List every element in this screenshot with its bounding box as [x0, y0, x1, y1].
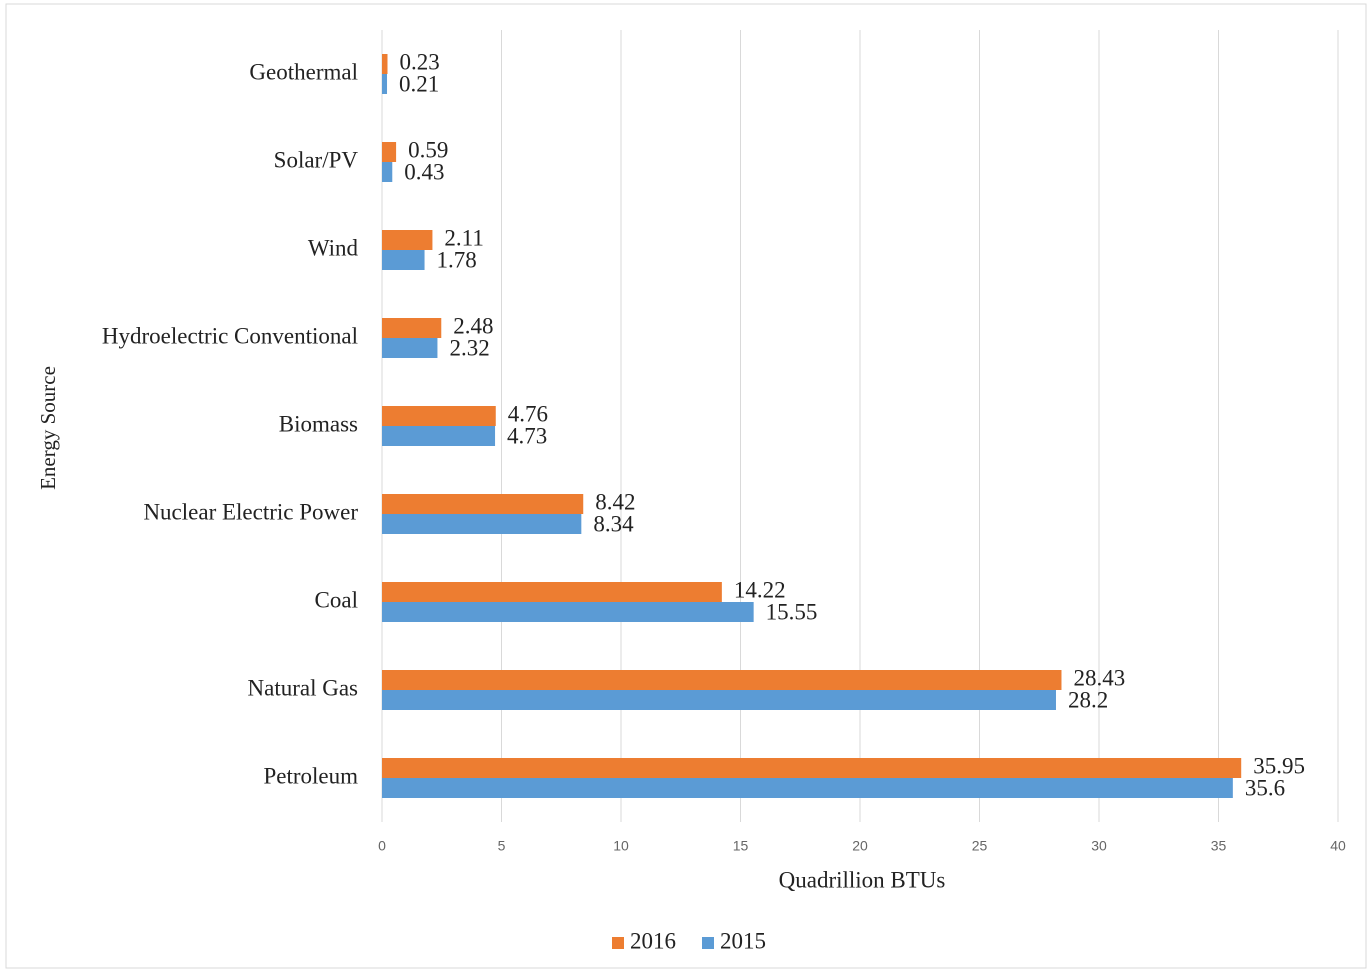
bar — [382, 74, 388, 94]
y-tick-label: Biomass — [279, 411, 358, 436]
x-tick-label: 20 — [852, 838, 868, 854]
x-tick-label: 5 — [498, 838, 506, 854]
y-tick-label: Wind — [308, 235, 359, 260]
y-tick-label: Natural Gas — [248, 675, 359, 700]
value-label: 2.11 — [444, 225, 483, 250]
value-label: 14.22 — [734, 577, 786, 602]
bar — [382, 142, 397, 162]
value-label: 35.6 — [1245, 775, 1285, 800]
x-tick-label: 25 — [972, 838, 988, 854]
y-tick-label: Coal — [315, 587, 358, 612]
x-tick-label: 0 — [378, 838, 386, 854]
bar — [382, 494, 584, 514]
value-label: 4.73 — [507, 423, 547, 448]
bar — [382, 406, 496, 426]
value-label: 0.21 — [399, 71, 439, 96]
x-axis-title: Quadrillion BTUs — [779, 867, 946, 892]
bar — [382, 426, 496, 446]
value-label: 35.95 — [1253, 753, 1305, 778]
bar — [382, 670, 1062, 690]
value-label: 0.43 — [404, 159, 444, 184]
bar — [382, 758, 1242, 778]
value-label: 28.2 — [1068, 687, 1108, 712]
bar — [382, 318, 442, 338]
y-tick-label: Nuclear Electric Power — [143, 499, 358, 524]
x-tick-label: 40 — [1330, 838, 1346, 854]
bar — [382, 582, 722, 602]
bar — [382, 250, 425, 270]
bar — [382, 690, 1056, 710]
bar — [382, 338, 438, 358]
value-label: 0.23 — [399, 49, 439, 74]
bar — [382, 778, 1233, 798]
legend-label: 2016 — [630, 928, 676, 953]
bar — [382, 162, 393, 182]
chart-frame — [5, 3, 1367, 969]
bar — [382, 514, 582, 534]
y-axis-title: Energy Source — [36, 366, 60, 490]
bar — [382, 54, 388, 74]
x-tick-label: 10 — [613, 838, 629, 854]
value-label: 28.43 — [1073, 665, 1125, 690]
value-label: 1.78 — [437, 247, 477, 272]
value-label: 15.55 — [766, 599, 818, 624]
value-label: 4.76 — [508, 401, 548, 426]
bar — [382, 602, 754, 622]
value-label: 2.48 — [453, 313, 493, 338]
legend-swatch — [612, 937, 624, 949]
value-label: 8.34 — [593, 511, 634, 536]
y-tick-label: Geothermal — [249, 59, 358, 84]
bar — [382, 230, 433, 250]
legend-label: 2015 — [720, 928, 766, 953]
x-tick-label: 15 — [733, 838, 749, 854]
x-tick-label: 35 — [1211, 838, 1227, 854]
x-tick-label: 30 — [1091, 838, 1107, 854]
value-label: 0.59 — [408, 137, 448, 162]
y-tick-label: Hydroelectric Conventional — [102, 323, 358, 348]
value-label: 8.42 — [595, 489, 635, 514]
y-tick-label: Solar/PV — [274, 147, 359, 172]
value-label: 2.32 — [449, 335, 489, 360]
y-tick-label: Petroleum — [263, 763, 358, 788]
legend-swatch — [702, 937, 714, 949]
